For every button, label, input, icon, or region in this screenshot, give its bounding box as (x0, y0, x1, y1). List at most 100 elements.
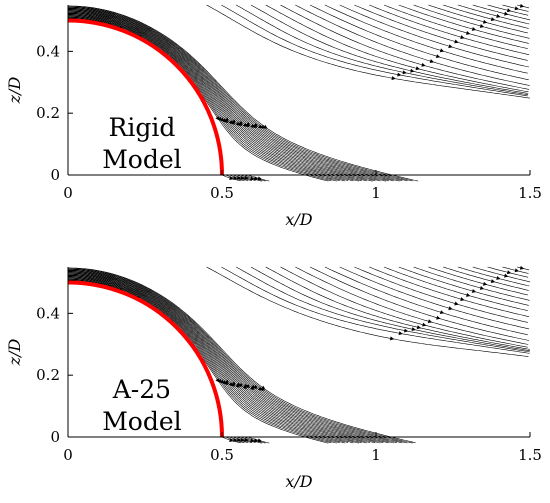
y-tick-label: 0.2 (36, 366, 60, 384)
axes-frame (67, 267, 531, 438)
streamline-arrow (238, 122, 243, 127)
streamline-arrow (460, 297, 465, 302)
streamline-arrow (236, 175, 242, 180)
axes-frame (67, 5, 531, 176)
panel-rigid-model: 0 0.5 1 1.5 0 0.2 0.4 x/D z/D Rigid Mode… (5, 3, 542, 229)
streamline-arrow (250, 438, 255, 443)
streamline (236, 4, 529, 95)
streamline-arrow (435, 54, 441, 59)
streamline-arrow (471, 26, 477, 31)
streamline (68, 271, 384, 443)
streamline-arrow (479, 286, 485, 290)
streamline-arrow (398, 331, 403, 336)
streamline (398, 4, 529, 44)
streamline (68, 267, 416, 443)
streamline-arrow (260, 385, 266, 390)
streamline (383, 4, 528, 49)
streamline-arrow (427, 319, 433, 324)
streamline (68, 14, 349, 181)
streamline-arrow (233, 176, 238, 180)
streamline (309, 266, 530, 341)
streamline-arrow (519, 3, 525, 8)
streamline (68, 276, 346, 444)
x-axis-label: x/D (285, 210, 312, 229)
body-quarter-circle (68, 20, 222, 176)
streamline (236, 266, 530, 353)
streamline (398, 266, 529, 306)
streamline (457, 4, 530, 25)
streamline-arrow (496, 14, 501, 18)
streamline-arrow (439, 310, 445, 315)
streamline-arrow (238, 382, 243, 387)
streamline-arrow (514, 268, 519, 273)
streamline (68, 273, 371, 443)
y-tick-label: 0.4 (36, 42, 60, 60)
streamline (68, 274, 359, 444)
x-tick-label: 1.5 (518, 184, 542, 202)
streamline-arrow (245, 121, 251, 126)
streamline (68, 12, 362, 181)
streamline (221, 266, 530, 354)
streamline (206, 266, 529, 357)
streamline-arrow (233, 438, 238, 442)
y-tick-label: 0.4 (36, 304, 60, 322)
streamline (68, 273, 368, 444)
streamline (68, 275, 354, 444)
streamline (428, 266, 529, 296)
streamline (472, 266, 531, 283)
streamline-arrow (466, 292, 471, 297)
streamline (68, 6, 413, 182)
streamline (68, 12, 359, 182)
streamline-arrow (389, 336, 395, 341)
streamline-arrow (257, 438, 262, 443)
streamline-arrow (506, 8, 512, 13)
streamline-arrow (231, 381, 236, 386)
streamline (68, 14, 346, 182)
streamline-arrow (454, 301, 459, 306)
streamline-arrow (506, 270, 512, 275)
streamline-arrow (235, 383, 240, 388)
streamline-arrow (253, 176, 259, 181)
streamline (68, 277, 340, 443)
streamline-arrow (257, 176, 262, 181)
streamline-arrow (482, 281, 488, 286)
streamline (428, 4, 529, 34)
y-tick-label: 0 (50, 166, 60, 184)
panel-label-line-2: Model (102, 145, 181, 174)
x-tick-label: 0.5 (210, 184, 234, 202)
streamline-arrow (238, 120, 243, 125)
body-edge-red (67, 280, 224, 438)
streamline (68, 15, 340, 181)
streamline-arrow (236, 437, 242, 442)
y-tick-label: 0.2 (36, 104, 60, 122)
streamline (457, 266, 530, 287)
streamline-arrow (436, 315, 441, 320)
streamline-arrow (250, 176, 255, 181)
streamline (68, 7, 403, 181)
streamline (413, 4, 530, 39)
panel-label-line-1: Rigid (109, 113, 176, 142)
streamline-arrow (224, 379, 229, 384)
streamline-arrow (429, 59, 435, 63)
streamline (68, 8, 395, 182)
streamline (68, 11, 373, 182)
streamline (265, 4, 529, 93)
y-axis-label: z/D (5, 77, 24, 105)
x-tick-label: 1 (371, 446, 381, 464)
streamline (68, 268, 408, 444)
body-quarter-circle (68, 282, 222, 437)
streamline-arrow (479, 24, 485, 28)
y-tick-label: 0 (50, 428, 60, 446)
x-axis-label: x/D (285, 472, 312, 491)
streamline-arrow (504, 273, 509, 278)
streamline-arrow (253, 438, 259, 443)
streamline (413, 266, 530, 301)
streamline-arrow (240, 437, 245, 442)
streamline-arrow (240, 175, 245, 180)
streamline-arrow (253, 122, 258, 127)
streamline (68, 10, 381, 182)
streamline-arrow (490, 279, 496, 284)
streamline-arrow (454, 39, 459, 44)
streamline (68, 268, 413, 444)
